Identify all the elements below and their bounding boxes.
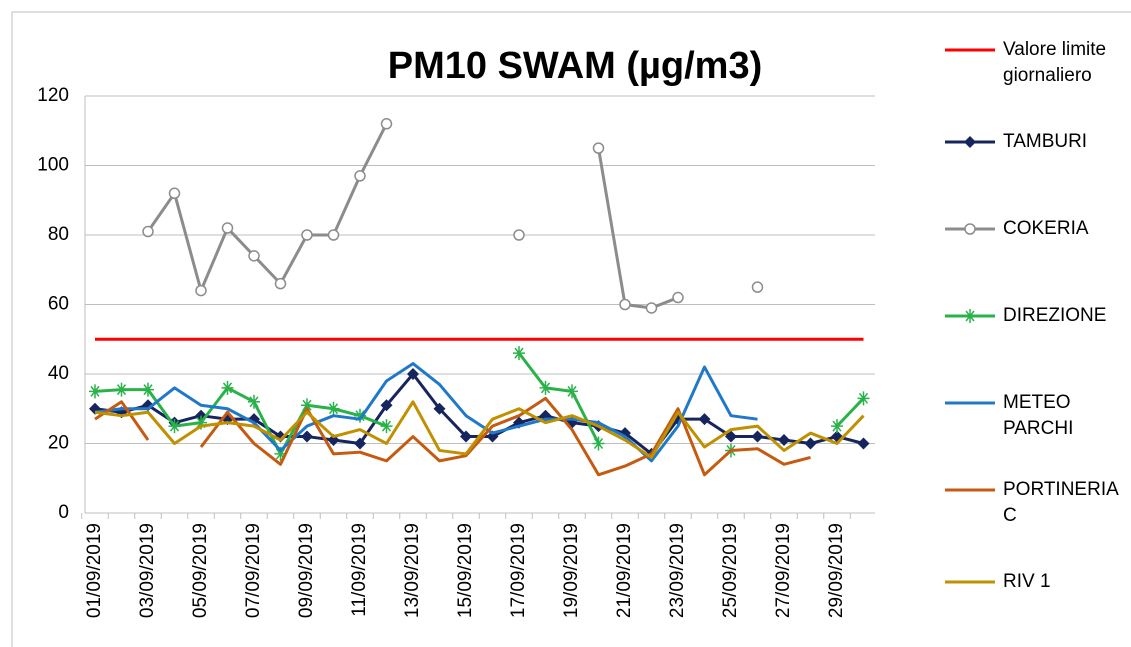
point	[433, 402, 446, 415]
legend-label: DIREZIONE	[1003, 305, 1107, 326]
point	[274, 277, 287, 290]
point	[301, 229, 313, 241]
x-tick-label: 15/09/2019	[455, 523, 476, 618]
series-line	[148, 124, 758, 308]
point	[142, 382, 154, 397]
point	[380, 399, 393, 412]
x-tick-label: 01/09/2019	[84, 523, 105, 618]
point	[354, 408, 366, 423]
x-tick-label: 13/09/2019	[402, 523, 423, 618]
series-line	[94, 396, 811, 477]
point	[964, 136, 976, 148]
legend-label: Valore limite giornaliero	[1003, 39, 1107, 86]
point	[460, 430, 472, 443]
point	[301, 430, 313, 443]
x-tick-label: 25/09/2019	[720, 523, 741, 618]
x-tick-label: 19/09/2019	[561, 523, 582, 618]
point	[964, 223, 976, 235]
x-tick-label: 21/09/2019	[614, 523, 635, 618]
point	[142, 225, 154, 238]
point	[248, 250, 260, 262]
point	[354, 170, 366, 182]
point	[698, 413, 711, 426]
x-tick-label: 23/09/2019	[667, 523, 688, 618]
point	[857, 391, 870, 406]
point	[354, 437, 366, 450]
x-tick-label: 29/09/2019	[826, 523, 847, 618]
point	[857, 437, 870, 450]
point	[751, 281, 764, 293]
chart-title: PM10 SWAM (µg/m3)	[388, 45, 763, 87]
point	[327, 229, 340, 241]
point	[513, 346, 525, 361]
y-tick-label: 60	[48, 294, 69, 315]
point	[619, 298, 631, 311]
point	[195, 284, 207, 297]
point	[672, 291, 684, 304]
point	[751, 430, 764, 443]
point	[221, 222, 234, 234]
point	[327, 401, 340, 416]
point	[964, 309, 976, 323]
point	[778, 434, 790, 447]
legend-label: PORTINERIA C	[1003, 479, 1118, 526]
x-tick-label: 05/09/2019	[190, 523, 211, 618]
x-tick-label: 03/09/2019	[137, 523, 158, 618]
point	[592, 142, 605, 154]
point	[274, 446, 287, 461]
point	[592, 436, 605, 451]
point	[380, 118, 393, 130]
x-tick-label: 11/09/2019	[349, 523, 370, 617]
x-tick-label: 09/09/2019	[296, 523, 317, 618]
point	[195, 415, 207, 430]
point	[645, 302, 658, 314]
y-tick-label: 120	[37, 85, 69, 106]
point	[89, 384, 101, 399]
y-tick-label: 80	[48, 224, 69, 245]
point	[380, 419, 393, 434]
point	[831, 419, 843, 434]
point	[539, 380, 552, 395]
x-tick-label: 17/09/2019	[508, 523, 529, 618]
legend-label: COKERIA	[1003, 218, 1089, 239]
point	[725, 430, 737, 443]
chart-border	[11, 11, 1131, 647]
point	[248, 394, 260, 409]
x-tick-label: 27/09/2019	[773, 523, 794, 618]
y-tick-label: 100	[37, 155, 69, 176]
series-line	[94, 400, 865, 459]
point	[407, 368, 419, 380]
x-tick-label: 07/09/2019	[243, 523, 264, 618]
point	[168, 419, 181, 434]
legend-label: RIV 1	[1003, 571, 1051, 592]
y-tick-label: 0	[58, 502, 69, 523]
legend-label: METEO PARCHI	[1003, 392, 1074, 439]
point	[301, 398, 313, 413]
point	[115, 382, 128, 397]
y-tick-label: 40	[48, 363, 69, 384]
point	[566, 384, 578, 399]
legend-label: TAMBURI	[1003, 131, 1088, 152]
point	[168, 187, 181, 200]
point	[221, 380, 234, 395]
point	[804, 437, 817, 450]
y-tick-label: 20	[48, 433, 69, 454]
point	[513, 229, 525, 241]
